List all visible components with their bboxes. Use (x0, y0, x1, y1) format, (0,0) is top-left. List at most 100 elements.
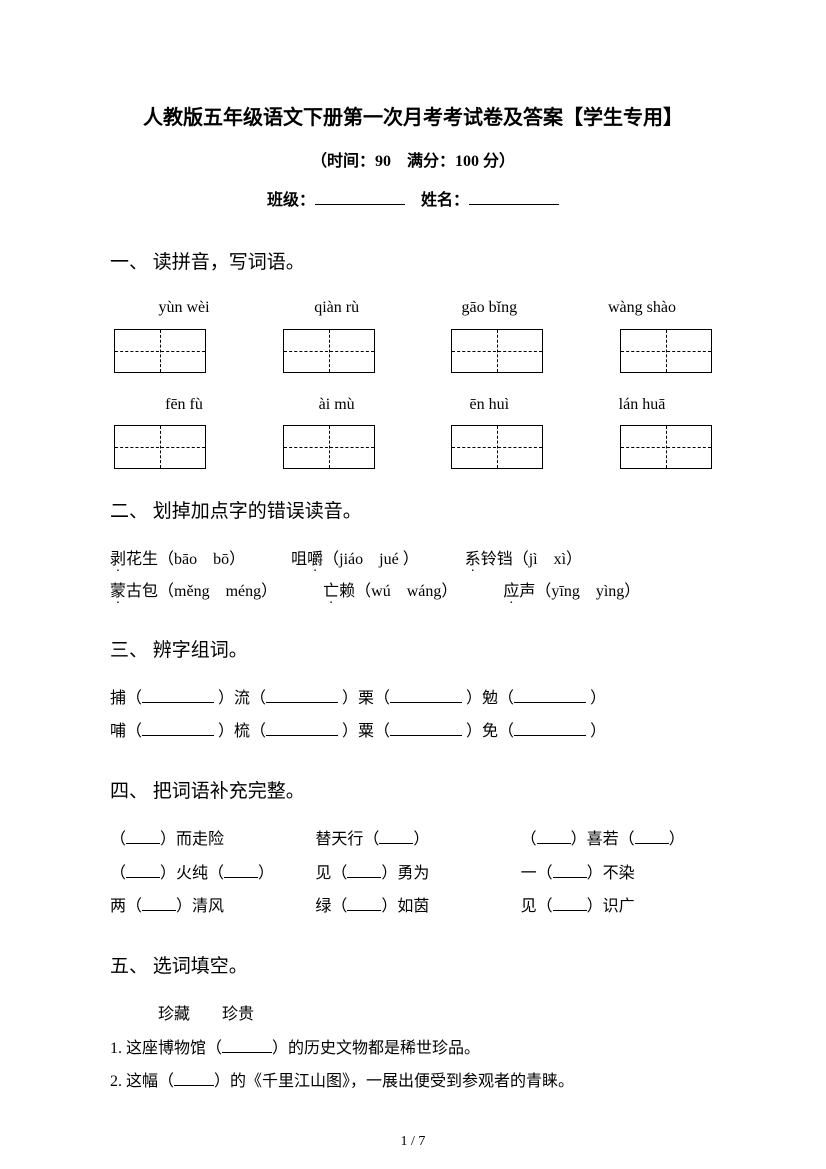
write-box[interactable] (620, 425, 712, 469)
blank[interactable] (553, 895, 587, 911)
q4-item: 见（）识广 (521, 890, 716, 924)
q2-item: 亡赖（wú wáng） (323, 576, 457, 608)
q3-text: ）免（ (466, 723, 514, 740)
blank[interactable] (126, 828, 160, 844)
q5-text: 1. 这座博物馆（ (110, 1040, 222, 1057)
q3-text: 捕（ (110, 690, 142, 707)
blank[interactable] (379, 828, 413, 844)
write-box[interactable] (451, 329, 543, 373)
q3-text: ）栗（ (342, 690, 390, 707)
q4-item: 见（）勇为 (315, 857, 510, 891)
q4-item: 一（）不染 (521, 857, 716, 891)
q4-item: （）火纯（） (110, 857, 305, 891)
blank[interactable] (142, 895, 176, 911)
q4-item: 绿（）如茵 (315, 890, 510, 924)
blank[interactable] (126, 862, 160, 878)
section-1-heading: 一、 读拼音，写词语。 (110, 246, 716, 280)
pinyin: ài mù (267, 391, 407, 420)
meta-line: 班级： 姓名： (110, 187, 716, 216)
name-blank[interactable] (469, 189, 559, 205)
q2-rest: （jiáo jué ） (323, 551, 419, 568)
q2-item: 咀嚼（jiáo jué ） (291, 544, 419, 576)
write-box[interactable] (114, 329, 206, 373)
q2-rest: 铃铛（jì xì） (481, 551, 582, 568)
page-footer: 1 / 7 (110, 1129, 716, 1154)
q5-text: ）的《千里江山图》，一展出便受到参观者的青睐。 (214, 1073, 574, 1090)
q2-item: 剥花生（bāo bō） (110, 544, 245, 576)
blank[interactable] (514, 720, 586, 736)
pinyin: gāo bǐng (419, 294, 559, 323)
q5-words: 珍藏 珍贵 (110, 998, 716, 1032)
write-box[interactable] (283, 425, 375, 469)
q5-q2: 2. 这幅（）的《千里江山图》，一展出便受到参观者的青睐。 (110, 1065, 716, 1099)
pinyin-row-2: fēn fù ài mù ēn huì lán huā (110, 391, 716, 420)
q2-line-1: 剥花生（bāo bō） 咀嚼（jiáo jué ） 系铃铛（jì xì） (110, 544, 716, 576)
q3-text: ）梳（ (218, 723, 266, 740)
name-label: 姓名： (421, 192, 469, 209)
q4-item: 两（）清风 (110, 890, 305, 924)
q2-rest: 古包（měng méng） (126, 583, 277, 600)
blank[interactable] (266, 720, 338, 736)
q2-item: 蒙古包（měng méng） (110, 576, 277, 608)
write-box[interactable] (283, 329, 375, 373)
box-row-2 (110, 425, 716, 469)
blank[interactable] (224, 862, 258, 878)
blank[interactable] (537, 828, 571, 844)
pinyin: qiàn rù (267, 294, 407, 323)
blank[interactable] (174, 1070, 214, 1086)
q5-text: ）的历史文物都是稀世珍品。 (272, 1040, 480, 1057)
section-2-heading: 二、 划掉加点字的错误读音。 (110, 495, 716, 529)
q4-item: （）而走险 (110, 823, 305, 857)
dotchar: 应 (503, 576, 519, 608)
q3-text: ）流（ (218, 690, 266, 707)
q5-q1: 1. 这座博物馆（ ）的历史文物都是稀世珍品。 (110, 1032, 716, 1066)
pinyin: ēn huì (419, 391, 559, 420)
q3-line-2: 哺（ ）梳（ ）粟（ ）免（ ） (110, 715, 716, 749)
blank[interactable] (142, 720, 214, 736)
dotchar: 剥 (110, 544, 126, 576)
q3-text: ）勉（ (466, 690, 514, 707)
q2-line-2: 蒙古包（měng méng） 亡赖（wú wáng） 应声（yīng yìng） (110, 576, 716, 608)
blank[interactable] (553, 862, 587, 878)
blank[interactable] (514, 687, 586, 703)
q3-text: ）粟（ (342, 723, 390, 740)
blank[interactable] (347, 895, 381, 911)
blank[interactable] (390, 720, 462, 736)
pinyin: yùn wèi (114, 294, 254, 323)
blank[interactable] (142, 687, 214, 703)
pinyin: lán huā (572, 391, 712, 420)
q2-rest: 赖（wú wáng） (339, 583, 457, 600)
blank[interactable] (635, 828, 669, 844)
write-box[interactable] (620, 329, 712, 373)
q2-pre: 咀 (291, 551, 307, 568)
q2-item: 系铃铛（jì xì） (465, 544, 582, 576)
pinyin-row-1: yùn wèi qiàn rù gāo bǐng wàng shào (110, 294, 716, 323)
blank[interactable] (390, 687, 462, 703)
write-box[interactable] (114, 425, 206, 469)
q2-rest: 声（yīng yìng） (519, 583, 640, 600)
dotchar: 蒙 (110, 576, 126, 608)
blank[interactable] (222, 1037, 272, 1053)
pinyin: wàng shào (572, 294, 712, 323)
q4-item: （）喜若（） (521, 823, 716, 857)
q2-item: 应声（yīng yìng） (503, 576, 640, 608)
q4-item: 替天行（） (315, 823, 510, 857)
dotchar: 嚼 (307, 544, 323, 576)
q3-text: ） (590, 690, 606, 707)
write-box[interactable] (451, 425, 543, 469)
q3-text: ） (590, 723, 606, 740)
q3-line-1: 捕（ ）流（ ）栗（ ）勉（ ） (110, 682, 716, 716)
q4-grid: （）而走险 替天行（） （）喜若（） （）火纯（） 见（）勇为 一（）不染 两（… (110, 823, 716, 924)
dotchar: 亡 (323, 576, 339, 608)
pinyin: fēn fù (114, 391, 254, 420)
class-label: 班级： (267, 192, 315, 209)
q2-rest: 花生（bāo bō） (126, 551, 245, 568)
q3-text: 哺（ (110, 723, 142, 740)
blank[interactable] (266, 687, 338, 703)
blank[interactable] (347, 862, 381, 878)
section-3-heading: 三、 辨字组词。 (110, 634, 716, 668)
subtitle: （时间：90 满分：100 分） (110, 148, 716, 177)
box-row-1 (110, 329, 716, 373)
class-blank[interactable] (315, 189, 405, 205)
section-4-heading: 四、 把词语补充完整。 (110, 775, 716, 809)
